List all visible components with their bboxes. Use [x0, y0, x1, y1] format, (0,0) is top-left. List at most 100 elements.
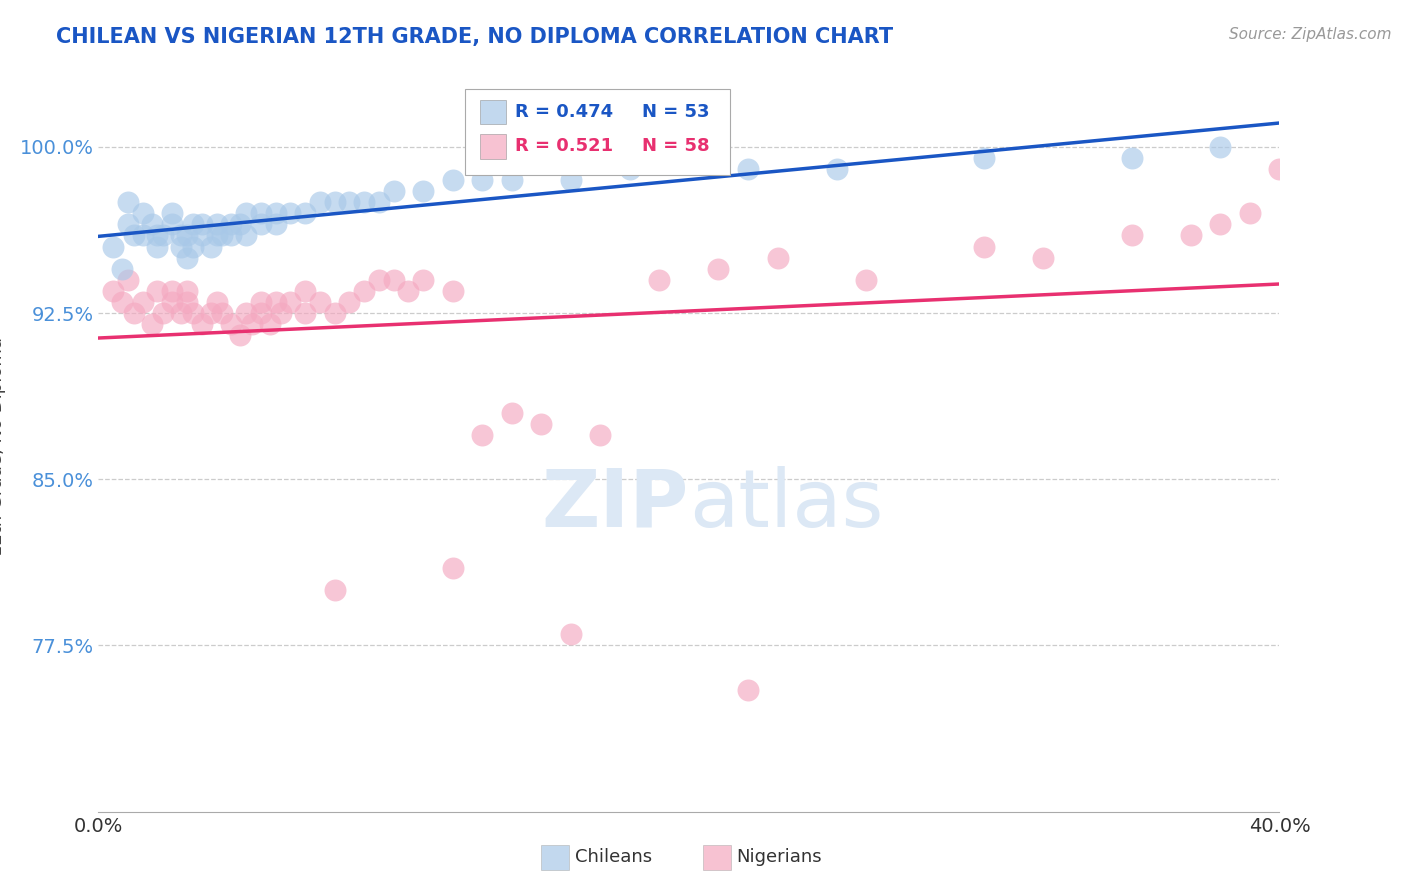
Point	[294, 206, 316, 220]
Point	[294, 306, 316, 320]
Point	[1121, 228, 1143, 243]
Point	[117, 273, 139, 287]
Point	[441, 284, 464, 298]
Point	[176, 228, 198, 243]
Point	[368, 195, 391, 210]
Point	[737, 682, 759, 697]
Text: Nigerians: Nigerians	[737, 848, 823, 866]
Text: Source: ZipAtlas.com: Source: ZipAtlas.com	[1229, 27, 1392, 42]
Point	[191, 218, 214, 232]
Point	[707, 261, 730, 276]
Point	[294, 284, 316, 298]
Text: CHILEAN VS NIGERIAN 12TH GRADE, NO DIPLOMA CORRELATION CHART: CHILEAN VS NIGERIAN 12TH GRADE, NO DIPLO…	[56, 27, 893, 46]
Point	[309, 294, 332, 309]
Point	[280, 206, 302, 220]
Point	[259, 317, 281, 331]
Point	[1121, 151, 1143, 165]
Point	[103, 239, 125, 253]
Point	[162, 206, 183, 220]
Point	[162, 294, 183, 309]
Point	[1239, 206, 1261, 220]
Point	[973, 239, 995, 253]
Text: N = 58: N = 58	[641, 137, 709, 155]
Point	[280, 294, 302, 309]
Point	[181, 239, 204, 253]
Point	[250, 206, 273, 220]
Point	[264, 218, 287, 232]
Point	[1032, 251, 1054, 265]
FancyBboxPatch shape	[464, 89, 730, 176]
Point	[176, 294, 198, 309]
Point	[240, 317, 263, 331]
Point	[146, 284, 169, 298]
Point	[1268, 161, 1291, 176]
FancyBboxPatch shape	[479, 135, 506, 159]
Point	[111, 294, 134, 309]
Point	[221, 228, 243, 243]
Text: ZIP: ZIP	[541, 466, 689, 543]
Point	[382, 184, 405, 198]
Point	[766, 251, 789, 265]
Point	[146, 239, 169, 253]
Point	[353, 284, 375, 298]
Point	[589, 428, 612, 442]
Point	[1209, 218, 1232, 232]
Point	[250, 306, 273, 320]
Point	[176, 251, 198, 265]
Point	[211, 306, 233, 320]
Point	[560, 173, 582, 187]
Point	[152, 228, 174, 243]
Point	[117, 218, 139, 232]
Point	[200, 239, 222, 253]
Point	[619, 161, 641, 176]
Point	[353, 195, 375, 210]
Point	[250, 218, 273, 232]
Point	[855, 273, 877, 287]
Point	[162, 218, 183, 232]
Point	[221, 218, 243, 232]
Point	[132, 294, 155, 309]
Point	[176, 284, 198, 298]
Point	[141, 317, 163, 331]
Point	[170, 239, 193, 253]
Point	[471, 428, 494, 442]
Point	[181, 306, 204, 320]
Point	[471, 173, 494, 187]
Point	[270, 306, 292, 320]
Y-axis label: 12th Grade, No Diploma: 12th Grade, No Diploma	[0, 336, 6, 556]
Point	[235, 228, 257, 243]
Point	[323, 306, 346, 320]
Point	[323, 583, 346, 598]
Point	[1209, 140, 1232, 154]
Point	[412, 184, 434, 198]
Point	[211, 228, 233, 243]
Point	[412, 273, 434, 287]
Point	[170, 306, 193, 320]
Point	[235, 206, 257, 220]
Point	[501, 173, 523, 187]
Point	[181, 218, 204, 232]
Point	[501, 406, 523, 420]
Point	[339, 195, 361, 210]
Point	[368, 273, 391, 287]
Point	[229, 218, 252, 232]
Point	[103, 284, 125, 298]
Point	[205, 294, 228, 309]
Point	[111, 261, 134, 276]
Point	[221, 317, 243, 331]
Point	[235, 306, 257, 320]
Point	[250, 294, 273, 309]
Text: R = 0.474: R = 0.474	[516, 103, 613, 120]
Point	[141, 218, 163, 232]
Point	[825, 161, 848, 176]
Point	[339, 294, 361, 309]
Point	[441, 173, 464, 187]
Point	[152, 306, 174, 320]
Point	[122, 306, 145, 320]
Point	[1180, 228, 1202, 243]
Point	[205, 218, 228, 232]
Point	[162, 284, 183, 298]
Point	[229, 328, 252, 343]
Point	[398, 284, 420, 298]
Point	[146, 228, 169, 243]
